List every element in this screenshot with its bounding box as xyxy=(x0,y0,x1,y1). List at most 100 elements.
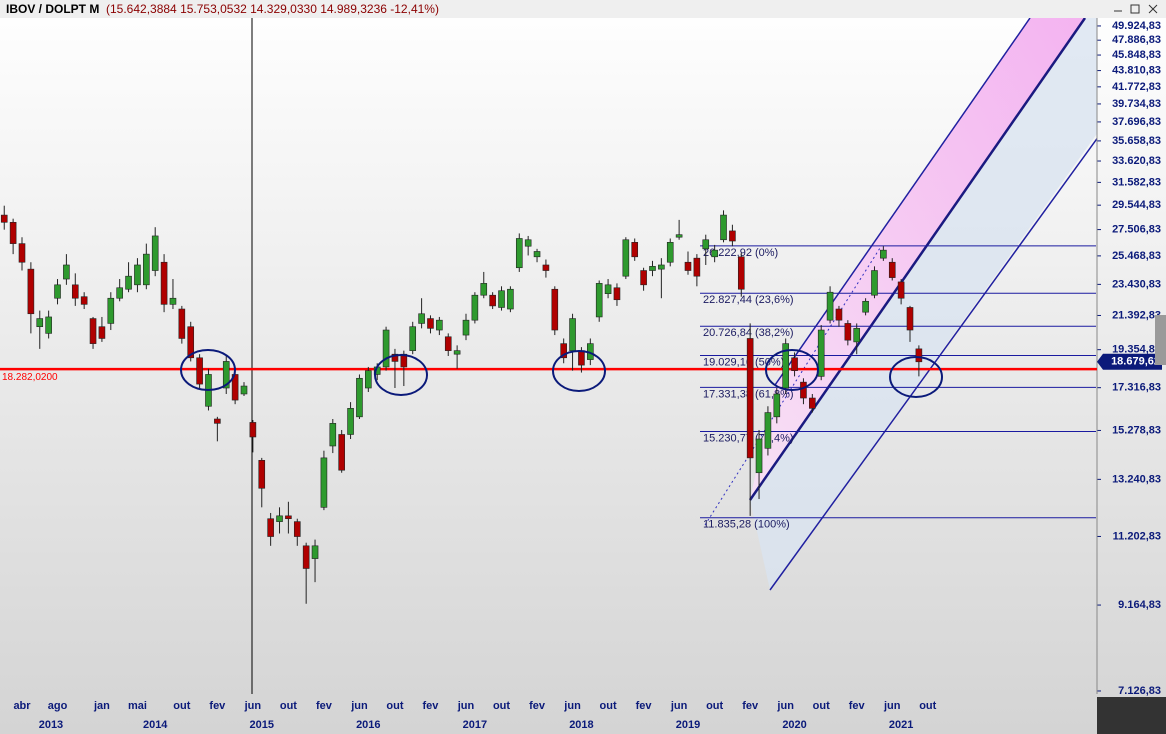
x-tick-label: ago xyxy=(48,700,68,712)
candle-body xyxy=(595,283,603,318)
candle-body xyxy=(18,243,26,263)
channel-line xyxy=(774,18,1031,386)
candle-body xyxy=(80,296,88,305)
candle-body xyxy=(622,239,630,277)
candle-body xyxy=(187,326,195,359)
candle-body xyxy=(285,515,292,520)
scrollbar[interactable] xyxy=(1155,315,1166,365)
x-tick-label: abr xyxy=(13,700,31,712)
x-tick-label: out xyxy=(173,700,190,712)
candle-body xyxy=(160,261,168,305)
x-tick-label: fev xyxy=(529,700,546,712)
candle-body xyxy=(498,290,505,308)
fib-label: 11.835,28 (100%) xyxy=(703,519,790,531)
y-tick-label: 33.620,83 xyxy=(1112,155,1161,167)
candle-body xyxy=(773,393,781,418)
y-tick-label: 25.468,83 xyxy=(1112,250,1161,262)
fib-label: 26.222,92 (0%) xyxy=(703,247,778,259)
x-tick-label: jun xyxy=(670,700,688,712)
candle-body xyxy=(436,319,443,331)
candle-body xyxy=(462,319,470,336)
candle-body xyxy=(746,338,754,459)
x-tick-label: fev xyxy=(849,700,866,712)
candle-body xyxy=(737,256,745,290)
channel-line xyxy=(748,18,1087,501)
candle-body xyxy=(915,348,923,363)
x-tick-label: jun xyxy=(244,700,262,712)
drawings xyxy=(251,18,1097,694)
candle-body xyxy=(222,361,230,389)
y-tick-label: 49.924,83 xyxy=(1112,20,1161,32)
candle-body xyxy=(711,249,718,258)
candle-body xyxy=(338,434,345,471)
y-tick-label: 11.202,83 xyxy=(1113,530,1161,542)
candle-body xyxy=(560,343,567,359)
candle-body xyxy=(862,300,869,313)
candle-body xyxy=(658,264,665,270)
candle-body xyxy=(720,214,727,241)
candle-body xyxy=(817,329,825,377)
y-tick-label: 19.354,83 xyxy=(1112,344,1161,356)
candle-body xyxy=(480,283,488,296)
candle-body xyxy=(826,291,834,321)
price-tag xyxy=(1097,353,1162,370)
candle-body xyxy=(178,308,186,339)
candle-body xyxy=(533,251,541,258)
x-tick-label: out xyxy=(386,700,403,712)
candle-body xyxy=(0,214,8,223)
candle-body xyxy=(764,412,772,449)
candle-body xyxy=(98,326,106,339)
window-buttons[interactable] xyxy=(1114,4,1158,14)
circle xyxy=(180,349,236,391)
y-tick-label: 39.734,83 xyxy=(1112,98,1161,110)
fib-label: 19.029,16 (50%) xyxy=(703,356,784,368)
price-tag-label: 18.679,62 xyxy=(1111,356,1160,368)
candle-body xyxy=(329,423,337,447)
candle-body xyxy=(515,238,523,269)
plot: 7.126,83 9.164,83 11.202,83 13.240,83 15.278… xyxy=(0,18,1162,731)
candle-body xyxy=(249,422,257,438)
circle xyxy=(552,350,606,392)
candle-body xyxy=(897,281,905,299)
candle-body xyxy=(551,288,559,331)
candle-body xyxy=(888,261,896,278)
candle-body xyxy=(471,294,479,321)
circles xyxy=(180,349,943,398)
maximize[interactable] xyxy=(1130,4,1140,14)
close[interactable] xyxy=(1148,4,1158,14)
y-tick-label: 37.696,83 xyxy=(1112,116,1161,128)
candle-body xyxy=(311,545,319,559)
candle-body xyxy=(143,253,150,286)
chart-title: IBOV / DOLPT M xyxy=(6,2,99,16)
candle-body xyxy=(54,284,61,299)
year-label: 2018 xyxy=(569,719,593,731)
candle-body xyxy=(613,287,621,301)
y-tick-label: 23.430,83 xyxy=(1112,278,1161,290)
candle-body xyxy=(27,268,35,315)
candle-body xyxy=(302,545,310,569)
x-tick-label: out xyxy=(919,700,936,712)
candle-body xyxy=(729,230,736,242)
y-tick-label: 9.164,83 xyxy=(1118,599,1161,611)
candle-body xyxy=(604,284,612,295)
candle-body xyxy=(151,235,159,271)
candle-body xyxy=(107,297,115,324)
candle-body xyxy=(542,264,550,271)
y-tick-label: 17.316,83 xyxy=(1112,382,1161,394)
candle-body xyxy=(418,313,425,324)
candle-body xyxy=(356,377,363,418)
year-label: 2015 xyxy=(250,719,274,731)
candle-body xyxy=(666,242,674,263)
candle-body xyxy=(569,318,576,351)
year-label: 2020 xyxy=(782,719,806,731)
x-tick-label: jun xyxy=(883,700,901,712)
candle-body xyxy=(382,329,390,368)
candle-body xyxy=(444,336,452,351)
y-tick-label: 29.544,83 xyxy=(1112,199,1161,211)
candle-body xyxy=(640,270,647,286)
channel-line xyxy=(769,137,1097,591)
y-tick-label: 21.392,83 xyxy=(1112,309,1161,321)
candle-body xyxy=(409,326,417,351)
x-tick-label: mai xyxy=(128,700,147,712)
